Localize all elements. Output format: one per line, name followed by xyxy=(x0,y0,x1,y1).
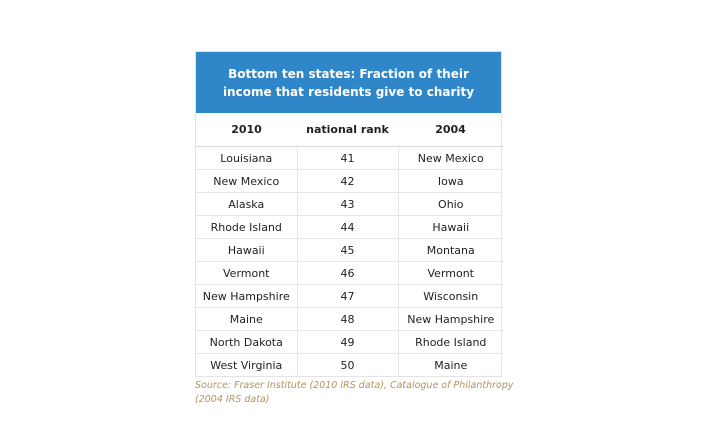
cell-national-rank: 47 xyxy=(296,284,399,308)
cell-2010-state: Vermont xyxy=(196,261,297,285)
column-header-2010: 2010 xyxy=(196,113,297,147)
cell-2010-state: North Dakota xyxy=(196,330,297,354)
cell-2010-state: Louisiana xyxy=(196,146,297,170)
cell-national-rank: 44 xyxy=(296,215,399,239)
cell-2010-state: Hawaii xyxy=(196,238,297,262)
cell-national-rank: 48 xyxy=(296,307,399,331)
cell-2004-state: Maine xyxy=(434,358,468,372)
cell-2004-state: New Hampshire xyxy=(398,307,503,331)
table-row: Maine 48 New Hampshire xyxy=(196,307,503,331)
cell-2010-state: New Hampshire xyxy=(196,284,297,308)
cell-national-rank: 42 xyxy=(296,169,399,193)
table-title: Bottom ten states: Fraction of their inc… xyxy=(222,66,475,99)
cell-national-rank: 41 xyxy=(296,146,399,170)
table-row: Hawaii 45 Montana xyxy=(196,238,503,262)
cell-2010-state: Rhode Island xyxy=(196,215,297,239)
cell-2010-state: West Virginia xyxy=(210,358,283,372)
cell-2010-state: Alaska xyxy=(196,192,297,216)
cell-2004-state: Vermont xyxy=(398,261,503,285)
cell-2004-state: Montana xyxy=(398,238,503,262)
cell-2004-state: Hawaii xyxy=(398,215,503,239)
table-row: Vermont 46 Vermont xyxy=(196,261,503,285)
table-title-bar: Bottom ten states: Fraction of their inc… xyxy=(196,52,501,113)
cell-2004-state: Wisconsin xyxy=(398,284,503,308)
column-header-rank: national rank xyxy=(297,113,398,147)
cell-2010-state: Maine xyxy=(196,307,297,331)
table-row: Alaska 43 Ohio xyxy=(196,192,503,216)
ranking-table: 2010 national rank 2004 Louisiana 41 New M… xyxy=(196,113,503,376)
charity-table: Bottom ten states: Fraction of their inc… xyxy=(195,51,503,377)
table-row: North Dakota 49 Rhode Island xyxy=(196,330,503,354)
cell-national-rank: 46 xyxy=(296,261,399,285)
cell-2004-state: New Mexico xyxy=(398,146,503,170)
table-row: West Virginia 50 Maine xyxy=(196,353,503,376)
cell-national-rank: 43 xyxy=(296,192,399,216)
cell-2004-state: Iowa xyxy=(398,169,503,193)
cell-national-rank: 49 xyxy=(296,330,399,354)
cell-national-rank: 50 xyxy=(296,353,399,376)
table-row: Louisiana 41 New Mexico xyxy=(196,146,503,170)
source-note: Source: Fraser Institute (2010 IRS data)… xyxy=(195,380,514,405)
cell-2004-state: Rhode Island xyxy=(398,330,503,354)
cell-2004-state: Ohio xyxy=(398,192,503,216)
table-row: New Hampshire 47 Wisconsin xyxy=(196,284,503,308)
table-row: Rhode Island 44 Hawaii xyxy=(196,215,503,239)
table-body: Louisiana 41 New Mexico New Mexico 42 Iowa Ala… xyxy=(196,146,503,376)
cell-national-rank: 45 xyxy=(296,238,399,262)
table-row: New Mexico 42 Iowa xyxy=(196,169,503,193)
cell-2010-state: New Mexico xyxy=(196,169,297,193)
column-header-2004: 2004 xyxy=(398,113,503,147)
header-row: 2010 national rank 2004 xyxy=(196,113,503,147)
